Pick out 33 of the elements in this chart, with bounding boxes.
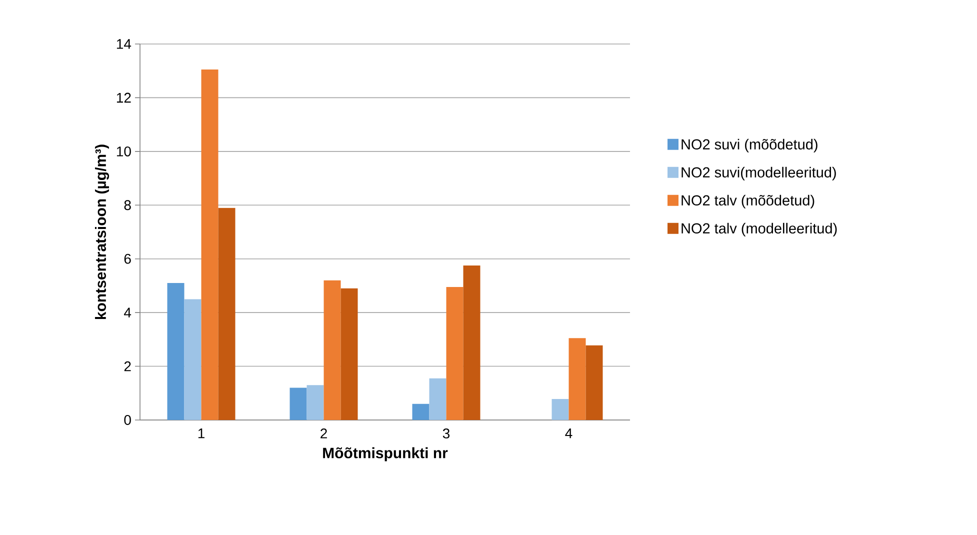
y-tick-label: 10: [116, 146, 131, 156]
bar: [290, 388, 307, 420]
legend-label: NO2 suvi(modelleeritud): [682, 166, 836, 180]
bar: [568, 338, 586, 420]
y-tick-label: 12: [116, 92, 131, 103]
y-tick-label: 4: [124, 308, 132, 318]
bar: [218, 208, 236, 420]
bar: [324, 280, 341, 420]
bar: [201, 70, 218, 420]
x-axis-title: Mõõtmispunkti nr: [323, 447, 448, 462]
x-tick-label: 1: [198, 428, 204, 438]
bar: [184, 299, 202, 420]
bar: [552, 399, 569, 420]
x-tick-label: 4: [565, 428, 572, 438]
y-tick-label: 2: [124, 361, 131, 372]
bar: [446, 287, 464, 420]
bar: [586, 345, 603, 420]
bar: [429, 378, 446, 420]
y-axis-title: kontsentratsioon (µg/m³): [94, 144, 110, 320]
legend-label: NO2 talv (modelleeritud): [682, 222, 837, 236]
bar: [306, 385, 324, 420]
x-tick-label: 3: [442, 428, 450, 438]
y-tick-label: 14: [116, 39, 132, 49]
bar: [167, 283, 184, 420]
y-tick-label: 8: [124, 200, 131, 210]
y-tick-label: 6: [124, 254, 131, 264]
y-tick-label: 0: [124, 415, 131, 425]
bar: [463, 266, 480, 420]
bar: [340, 288, 358, 420]
legend-label: NO2 suvi (mõõdetud): [682, 138, 818, 152]
legend-label: NO2 talv (mõõdetud): [682, 194, 814, 208]
x-tick-label: 2: [320, 428, 327, 438]
bar: [412, 404, 430, 420]
